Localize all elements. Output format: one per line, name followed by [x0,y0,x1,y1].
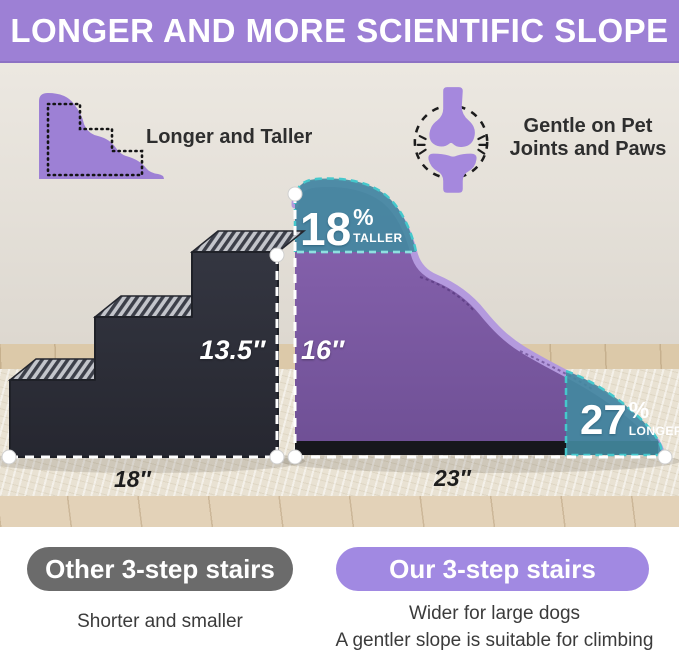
wood-floor-front [0,496,679,527]
longer-badge: 27 % LONGER [580,399,679,441]
feature-label-longer-taller: Longer and Taller [146,126,313,148]
page-title: LONGER AND MORE SCIENTIFIC SLOPE [10,11,669,49]
our-stair-height-label: 16″ [301,335,344,365]
taller-badge-word: TALLER [353,231,403,245]
our-stair-graphic [291,177,665,459]
our-stairs-pill: Our 3-step stairs [336,547,649,591]
stairs-scene-graphic [0,177,679,473]
longer-badge-word: LONGER [628,424,679,438]
our-stair-width-label: 23″ [434,465,471,491]
our-stairs-description-2: A gentler slope is suitable for climbing [335,630,654,651]
other-stairs-pill: Other 3-step stairs [27,547,293,591]
measurement-lines [9,194,665,459]
footer-comparison: Other 3-step stairs Our 3-step stairs Sh… [0,527,679,657]
other-stair-height-label: 13.5″ [199,335,265,365]
shadow-under-our-stair [280,449,679,473]
stairs-silhouette-icon [39,93,164,179]
taller-badge-value: 18 [300,203,352,255]
feature-label-gentle-joints: Gentle on Pet Joints and Paws [509,115,667,160]
other-stairs-description: Shorter and smaller [77,611,243,632]
longer-overlay [564,369,664,457]
header-banner: LONGER AND MORE SCIENTIFIC SLOPE [0,0,679,63]
taller-overlay [293,177,418,254]
other-stair-width-label: 18″ [114,466,151,492]
longer-badge-value: 27 [580,396,627,443]
our-stairs-description-1: Wider for large dogs [408,603,581,624]
pet-joint-icon [413,87,489,193]
longer-badge-percent: % [628,397,650,423]
comparison-scene: Longer and Taller Gentle on Pet Joints a… [0,63,679,527]
measurement-endpoints [1,186,673,465]
taller-badge-percent: % [353,204,374,230]
taller-badge: 18 % TALLER [300,203,403,255]
